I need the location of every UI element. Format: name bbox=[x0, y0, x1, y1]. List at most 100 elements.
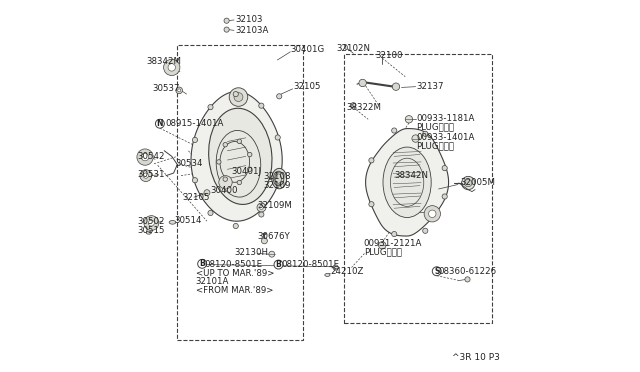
Circle shape bbox=[405, 116, 413, 123]
Text: 30542: 30542 bbox=[138, 152, 165, 161]
Circle shape bbox=[216, 160, 221, 164]
Circle shape bbox=[164, 59, 180, 76]
Text: 32130H: 32130H bbox=[234, 248, 268, 257]
Text: 32105: 32105 bbox=[183, 193, 211, 202]
Circle shape bbox=[351, 103, 356, 108]
Ellipse shape bbox=[273, 171, 284, 186]
Circle shape bbox=[378, 241, 386, 249]
Bar bbox=[344, 54, 492, 323]
Circle shape bbox=[359, 79, 366, 87]
Circle shape bbox=[269, 251, 275, 257]
Circle shape bbox=[234, 93, 243, 102]
Text: 08120-8501E: 08120-8501E bbox=[204, 260, 262, 269]
Text: 32137: 32137 bbox=[417, 82, 444, 91]
Circle shape bbox=[262, 238, 268, 244]
Circle shape bbox=[233, 92, 238, 97]
Circle shape bbox=[442, 194, 447, 199]
Circle shape bbox=[274, 260, 283, 269]
Text: 32108: 32108 bbox=[264, 172, 291, 181]
Text: 00933-1401A: 00933-1401A bbox=[417, 133, 475, 142]
Circle shape bbox=[333, 265, 338, 270]
Circle shape bbox=[248, 167, 252, 171]
Text: N: N bbox=[157, 119, 163, 128]
Circle shape bbox=[412, 135, 419, 142]
Circle shape bbox=[193, 137, 198, 142]
Text: S: S bbox=[434, 267, 440, 276]
Circle shape bbox=[176, 87, 182, 94]
Text: 38342M: 38342M bbox=[147, 57, 182, 66]
Circle shape bbox=[204, 190, 210, 196]
Circle shape bbox=[141, 153, 148, 161]
Ellipse shape bbox=[383, 147, 431, 218]
Text: 32005M: 32005M bbox=[460, 178, 495, 187]
Circle shape bbox=[369, 202, 374, 207]
Text: <UP TO MAR.'89>: <UP TO MAR.'89> bbox=[196, 269, 274, 278]
Text: 32103: 32103 bbox=[236, 15, 263, 24]
Circle shape bbox=[257, 203, 266, 212]
Ellipse shape bbox=[169, 221, 176, 224]
Ellipse shape bbox=[272, 169, 287, 189]
Polygon shape bbox=[191, 92, 282, 221]
Text: 32105: 32105 bbox=[293, 82, 321, 91]
Text: <FROM MAR.'89>: <FROM MAR.'89> bbox=[196, 286, 273, 295]
Text: 00931-2121A: 00931-2121A bbox=[364, 239, 422, 248]
Circle shape bbox=[392, 231, 397, 237]
Text: ^3R 10 P3: ^3R 10 P3 bbox=[452, 353, 499, 362]
Circle shape bbox=[276, 94, 282, 99]
Text: 08915-1401A: 08915-1401A bbox=[165, 119, 223, 128]
Circle shape bbox=[392, 128, 397, 133]
Circle shape bbox=[224, 18, 229, 23]
Text: 32101A: 32101A bbox=[196, 277, 229, 286]
Circle shape bbox=[424, 206, 440, 222]
Circle shape bbox=[178, 89, 180, 92]
Polygon shape bbox=[365, 129, 449, 236]
Text: 32102N: 32102N bbox=[337, 44, 371, 52]
Text: 00933-1181A: 00933-1181A bbox=[417, 114, 475, 123]
Circle shape bbox=[148, 220, 154, 226]
Text: 30401G: 30401G bbox=[291, 45, 324, 54]
Circle shape bbox=[259, 212, 264, 217]
Text: 30401J: 30401J bbox=[232, 167, 262, 176]
Circle shape bbox=[144, 216, 159, 231]
Ellipse shape bbox=[344, 44, 348, 50]
Text: PLUGプラグ: PLUGプラグ bbox=[417, 122, 454, 131]
Text: 32109M: 32109M bbox=[258, 201, 292, 210]
Circle shape bbox=[224, 27, 229, 32]
Text: 32109: 32109 bbox=[264, 181, 291, 190]
Text: PLUGプラグ: PLUGプラグ bbox=[417, 141, 454, 151]
Text: 32100: 32100 bbox=[376, 51, 403, 60]
Circle shape bbox=[156, 119, 164, 128]
Circle shape bbox=[392, 83, 400, 90]
Text: 30534: 30534 bbox=[175, 159, 203, 168]
Circle shape bbox=[259, 103, 264, 108]
Circle shape bbox=[198, 259, 207, 268]
Circle shape bbox=[219, 176, 232, 189]
Circle shape bbox=[429, 210, 436, 218]
Text: 30514: 30514 bbox=[175, 216, 202, 225]
Circle shape bbox=[237, 139, 241, 144]
Circle shape bbox=[168, 64, 175, 71]
Circle shape bbox=[140, 170, 152, 182]
Circle shape bbox=[465, 179, 472, 187]
Bar bbox=[177, 45, 303, 340]
Text: B: B bbox=[276, 260, 282, 269]
Ellipse shape bbox=[325, 273, 330, 276]
Circle shape bbox=[208, 105, 213, 110]
Circle shape bbox=[229, 88, 248, 106]
Text: 08360-61226: 08360-61226 bbox=[438, 267, 497, 276]
Circle shape bbox=[369, 158, 374, 163]
Circle shape bbox=[137, 149, 153, 165]
Text: 38322M: 38322M bbox=[347, 103, 381, 112]
Ellipse shape bbox=[276, 174, 282, 183]
Text: 30676Y: 30676Y bbox=[258, 231, 291, 241]
Text: PLUGプラグ: PLUGプラグ bbox=[364, 247, 402, 256]
Circle shape bbox=[442, 166, 447, 171]
Circle shape bbox=[223, 142, 227, 147]
Text: 30537: 30537 bbox=[152, 84, 180, 93]
Circle shape bbox=[275, 135, 280, 140]
Text: 30531: 30531 bbox=[138, 170, 165, 179]
Text: 38342N: 38342N bbox=[394, 171, 428, 180]
Circle shape bbox=[432, 267, 441, 276]
Text: 32103A: 32103A bbox=[236, 26, 269, 35]
Circle shape bbox=[275, 180, 280, 185]
